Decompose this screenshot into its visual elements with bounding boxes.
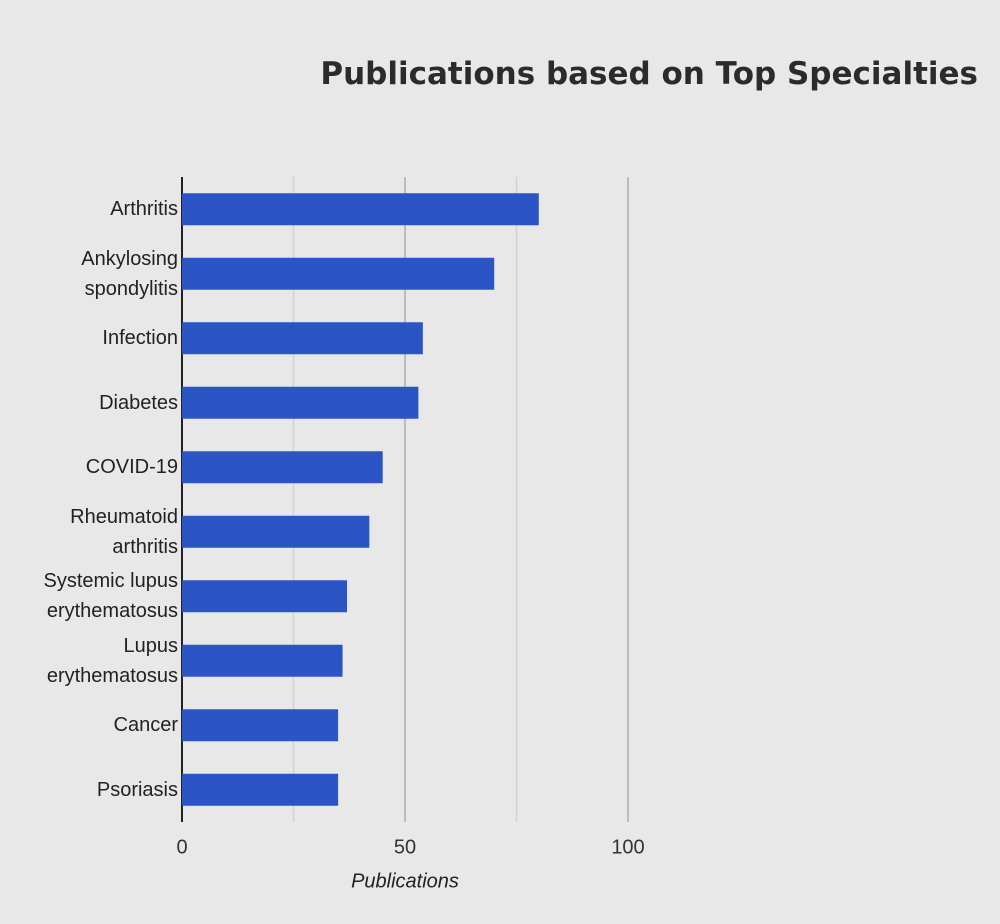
y-tick-label: Lupus erythematosus [46, 634, 178, 687]
y-tick-label: Diabetes [99, 391, 178, 414]
bar [182, 515, 370, 548]
x-tick-label: 100 [611, 836, 644, 858]
x-axis-title: Publications [351, 870, 459, 892]
bar [182, 580, 348, 613]
bar [182, 193, 539, 226]
y-tick-label: Rheumatoid arthritis [70, 505, 178, 558]
x-tick-label: 0 [176, 836, 187, 858]
y-tick-label: COVID-19 [85, 456, 178, 479]
chart-title: Publications based on Top Specialties [320, 56, 978, 92]
bar [182, 644, 343, 677]
bar [182, 322, 423, 355]
y-tick-label: Arthritis [110, 198, 178, 221]
bar [182, 773, 339, 806]
y-tick-label: Ankylosing spondylitis [81, 247, 178, 300]
bar [182, 257, 495, 290]
y-tick-label: Psoriasis [96, 778, 178, 801]
bar [182, 386, 419, 419]
bar [182, 451, 383, 484]
x-tick-label: 50 [394, 836, 416, 858]
y-tick-label: Infection [102, 327, 178, 350]
y-tick-label: Cancer [113, 714, 178, 737]
bar [182, 709, 339, 742]
y-tick-label: Systemic lupus erythematosus [43, 570, 179, 623]
